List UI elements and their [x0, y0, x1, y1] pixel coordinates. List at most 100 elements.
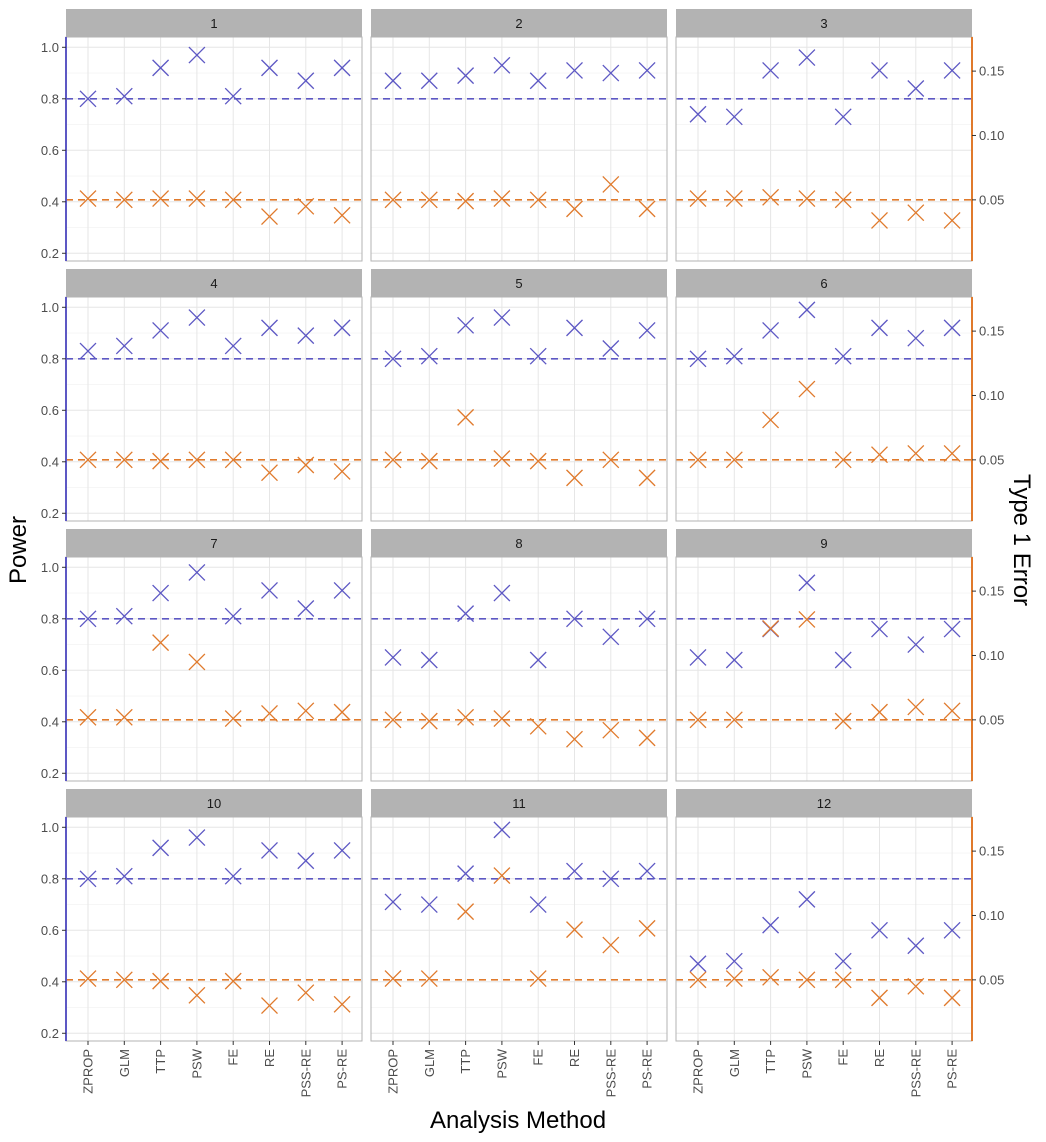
panel-3-type1-point-fe — [834, 191, 852, 209]
panel-3-strip-label: 3 — [820, 16, 827, 31]
panel-12-background — [676, 817, 972, 1041]
panel-5-power-point-fe-stroke-b — [529, 347, 547, 365]
panel-10-y-tick-label: 0.6 — [41, 923, 59, 938]
panel-10-type1-point-psw — [188, 986, 206, 1004]
panel-4-strip — [66, 269, 362, 297]
panel-5-type1-point-glm — [420, 452, 438, 470]
panel-8-strip-label: 8 — [515, 536, 522, 551]
panel-4-strip-label: 4 — [210, 276, 217, 291]
panel-9-type1-point-ps-re-stroke-b — [943, 702, 961, 720]
panel-6-power-point-glm — [725, 347, 743, 365]
panel-7-strip-label: 7 — [210, 536, 217, 551]
panel-7-power-point-pss-re-stroke-b — [297, 600, 315, 617]
panel-2-type1-point-pss-re — [602, 175, 620, 193]
panel-4-y-tick-label: 0.2 — [41, 506, 59, 521]
panel-6-y2-tick-label: 0.10 — [979, 388, 1004, 403]
panel-12-power-point-psw — [798, 890, 816, 908]
panel-4-power-point-re-stroke-b — [261, 319, 278, 337]
panel-10-power-point-fe — [224, 867, 242, 885]
panel-6-type1-point-ttp — [762, 411, 780, 429]
panel-11-power-point-re-stroke-b — [566, 862, 583, 880]
panel-8-power-point-psw-stroke-b — [493, 584, 511, 602]
panel-7-y-tick-label: 0.2 — [41, 766, 59, 781]
panel-12-power-point-ttp-stroke-b — [762, 916, 780, 934]
panel-6-type1-point-glm-stroke-b — [725, 451, 743, 469]
panel-11-type1-point-re — [566, 921, 583, 939]
panel-12-type1-point-glm-stroke-b — [725, 970, 743, 988]
panel-1-type1-point-ps-re — [333, 206, 351, 224]
panel-10-type1-point-ps-re — [333, 995, 351, 1013]
panel-9-strip — [676, 529, 972, 557]
panel-4-power-point-re — [261, 319, 278, 337]
panel-5-type1-point-fe-stroke-b — [529, 452, 547, 470]
panel-2-power-point-re-stroke-b — [566, 62, 583, 79]
panel-11-type1-point-ttp — [457, 903, 475, 921]
panel-2-type1-point-fe — [529, 191, 547, 209]
panel-8-power-point-pss-re — [602, 628, 620, 646]
panel-11-type1-point-zprop-stroke-b — [384, 970, 402, 988]
panel-4-power-point-ps-re-stroke-b — [333, 319, 351, 337]
panel-4-type1-point-re — [261, 464, 278, 482]
panel-12-type1-point-ttp-stroke-b — [762, 968, 780, 986]
panel-11-x-tick-label: FE — [531, 1049, 546, 1066]
panel-5-power-point-psw — [493, 309, 511, 327]
panel-9-power-point-zprop — [689, 648, 707, 666]
panel-7-type1-point-pss-re-stroke-b — [297, 702, 315, 720]
panel-8-type1-point-ttp — [457, 708, 475, 726]
panel-2-background — [371, 37, 667, 261]
panel-7-power-point-ps-re-stroke-b — [333, 582, 351, 599]
panel-9-type1-point-re-stroke-b — [871, 703, 888, 721]
panel-2-type1-point-glm — [420, 191, 438, 209]
panel-8-power-point-glm — [420, 651, 438, 669]
panel-4-type1-point-re-stroke-b — [261, 464, 278, 482]
panel-1-type1-point-fe-stroke-b — [224, 191, 242, 209]
panel-4-type1-point-psw-stroke-b — [188, 451, 206, 469]
panel-11-power-point-glm-stroke-b — [420, 896, 438, 913]
panel-2-type1-point-psw-stroke-b — [493, 190, 511, 208]
panel-3-type1-point-glm-stroke-b — [725, 190, 743, 208]
panel-6-y2-tick-label: 0.15 — [979, 324, 1004, 339]
panel-1-type1-point-pss-re — [297, 197, 315, 215]
panel-3-power-point-psw-stroke-b — [798, 49, 816, 67]
panel-2-power-point-fe — [529, 72, 547, 90]
panel-10-power-point-fe-stroke-b — [224, 867, 242, 885]
panel-7-strip — [66, 529, 362, 557]
panel-12-type1-point-ttp — [762, 968, 780, 986]
panel-2-type1-point-ps-re — [638, 200, 656, 218]
panel-9-type1-point-glm — [725, 711, 743, 729]
panel-11-type1-point-pss-re-stroke-b — [602, 936, 620, 954]
panel-11-x-tick-label: PSW — [494, 1048, 509, 1078]
panel-10-x-tick-label: PS-RE — [335, 1049, 350, 1089]
panel-6-power-point-re — [871, 319, 888, 337]
panel-12-x-tick-label: FE — [836, 1049, 851, 1066]
panel-7-power-point-zprop — [79, 610, 97, 628]
panel-11-power-point-zprop-stroke-b — [384, 893, 402, 911]
panel-11-type1-point-ps-re — [638, 919, 656, 937]
panel-11-strip-label: 11 — [512, 796, 526, 811]
panel-1-type1-point-glm — [115, 191, 133, 209]
panel-6-power-point-fe — [834, 347, 852, 365]
y-axis-title: Power — [5, 516, 32, 584]
panel-3-power-point-zprop-stroke-b — [689, 105, 707, 123]
panel-6-power-point-pss-re — [907, 329, 925, 347]
panel-4-type1-point-glm — [115, 451, 133, 469]
panel-9-type1-point-fe — [834, 712, 852, 730]
panel-6-type1-point-psw — [798, 380, 816, 398]
panel-11-x-tick-label: TTP — [458, 1049, 473, 1074]
panel-5-strip-label: 5 — [515, 276, 522, 291]
panel-2-power-point-re — [566, 62, 583, 79]
panel-5-type1-point-zprop — [384, 451, 402, 469]
panel-3-power-point-glm — [725, 108, 743, 126]
panel-4-power-point-zprop — [79, 342, 97, 360]
panel-5-type1-point-ps-re — [638, 469, 656, 487]
panel-9-background — [676, 557, 972, 781]
panel-6-type1-point-ttp-stroke-b — [762, 411, 780, 429]
panel-12-x-tick-label: GLM — [727, 1049, 742, 1077]
panel-9-power-point-ps-re-stroke-b — [943, 620, 961, 638]
panel-1-y-tick-label: 1.0 — [41, 40, 59, 55]
panel-10-type1-point-zprop-stroke-b — [79, 970, 97, 988]
panel-6-type1-point-ps-re — [943, 444, 961, 462]
panel-11-type1-point-fe — [529, 970, 547, 988]
panel-11-strip — [371, 789, 667, 817]
panel-5-power-point-re-stroke-b — [566, 319, 583, 337]
